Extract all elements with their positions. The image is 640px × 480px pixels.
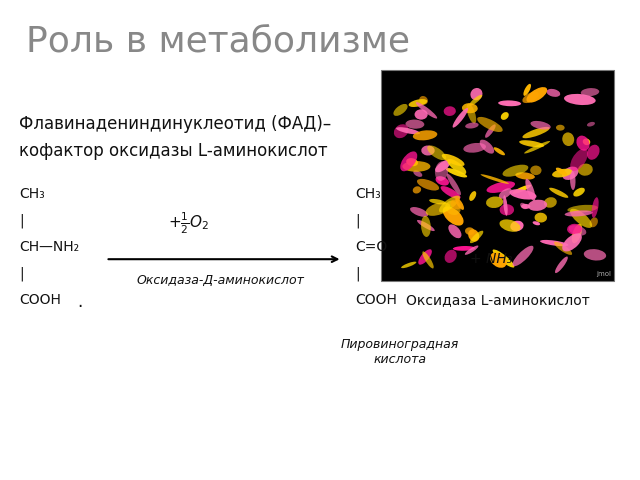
Ellipse shape <box>555 256 568 273</box>
Ellipse shape <box>481 174 509 184</box>
Ellipse shape <box>415 109 428 120</box>
Ellipse shape <box>477 117 502 132</box>
Ellipse shape <box>519 140 544 147</box>
Ellipse shape <box>469 95 483 106</box>
Ellipse shape <box>562 167 579 180</box>
Text: |: | <box>355 266 360 281</box>
Ellipse shape <box>568 205 598 213</box>
Ellipse shape <box>468 229 479 241</box>
Ellipse shape <box>552 169 572 178</box>
Ellipse shape <box>556 168 567 176</box>
Ellipse shape <box>563 132 574 146</box>
Ellipse shape <box>445 201 461 215</box>
Ellipse shape <box>528 200 547 211</box>
Ellipse shape <box>556 125 564 131</box>
Ellipse shape <box>512 185 531 194</box>
Ellipse shape <box>442 154 465 166</box>
Ellipse shape <box>449 225 461 238</box>
Ellipse shape <box>503 195 508 216</box>
Ellipse shape <box>445 250 457 263</box>
Ellipse shape <box>416 102 437 119</box>
Ellipse shape <box>499 188 512 199</box>
Ellipse shape <box>562 233 582 252</box>
Ellipse shape <box>502 165 529 177</box>
Ellipse shape <box>470 231 483 243</box>
Ellipse shape <box>486 196 503 208</box>
Ellipse shape <box>419 96 428 105</box>
Ellipse shape <box>443 206 463 226</box>
Ellipse shape <box>421 216 431 237</box>
Ellipse shape <box>587 144 600 160</box>
Ellipse shape <box>531 121 551 130</box>
Ellipse shape <box>410 207 428 217</box>
Ellipse shape <box>453 246 475 251</box>
Ellipse shape <box>554 241 572 255</box>
Ellipse shape <box>584 249 606 261</box>
Ellipse shape <box>439 196 460 213</box>
Ellipse shape <box>498 100 521 106</box>
Ellipse shape <box>465 228 474 235</box>
Ellipse shape <box>525 179 536 201</box>
Ellipse shape <box>469 191 476 201</box>
Ellipse shape <box>470 88 483 100</box>
Ellipse shape <box>462 103 477 113</box>
Ellipse shape <box>577 135 589 151</box>
Ellipse shape <box>530 166 541 175</box>
Ellipse shape <box>413 186 421 193</box>
Text: Флавинадениндинуклеотид (ФАД)–
кофактор оксидазы L-аминокислот: Флавинадениндинуклеотид (ФАД)– кофактор … <box>19 115 332 159</box>
Text: Роль в метаболизме: Роль в метаболизме <box>26 24 410 58</box>
Ellipse shape <box>451 200 461 209</box>
Ellipse shape <box>452 108 468 128</box>
Ellipse shape <box>564 210 593 216</box>
Ellipse shape <box>578 164 593 176</box>
Ellipse shape <box>400 151 417 171</box>
Text: .: . <box>77 293 82 312</box>
Ellipse shape <box>455 198 464 210</box>
Ellipse shape <box>428 145 446 160</box>
Ellipse shape <box>591 197 598 218</box>
Ellipse shape <box>573 188 585 197</box>
Ellipse shape <box>564 94 596 105</box>
Text: jmol: jmol <box>596 271 611 277</box>
Ellipse shape <box>446 168 467 178</box>
Ellipse shape <box>589 217 598 227</box>
Ellipse shape <box>480 140 494 154</box>
Ellipse shape <box>440 186 461 199</box>
Text: COOH: COOH <box>19 293 61 307</box>
Ellipse shape <box>547 89 560 97</box>
Ellipse shape <box>500 112 509 120</box>
Ellipse shape <box>413 130 437 140</box>
Ellipse shape <box>490 252 507 268</box>
Ellipse shape <box>435 161 448 181</box>
Ellipse shape <box>467 104 476 123</box>
Text: Оксидаза L-аминокислот: Оксидаза L-аминокислот <box>406 293 589 307</box>
Ellipse shape <box>572 224 582 243</box>
Ellipse shape <box>520 203 527 209</box>
Ellipse shape <box>419 249 432 264</box>
Ellipse shape <box>521 204 531 209</box>
Ellipse shape <box>413 170 422 177</box>
Ellipse shape <box>408 99 428 107</box>
Bar <box>381 70 614 281</box>
Ellipse shape <box>534 213 547 223</box>
Ellipse shape <box>426 203 450 216</box>
Ellipse shape <box>403 161 431 172</box>
Ellipse shape <box>583 139 590 145</box>
Ellipse shape <box>500 204 514 216</box>
Ellipse shape <box>522 92 539 103</box>
Ellipse shape <box>422 252 434 268</box>
Ellipse shape <box>465 122 479 129</box>
Ellipse shape <box>493 147 505 156</box>
Ellipse shape <box>549 188 568 198</box>
Text: CH₃: CH₃ <box>355 187 381 202</box>
Ellipse shape <box>570 171 575 190</box>
Ellipse shape <box>567 224 582 234</box>
Ellipse shape <box>524 141 550 154</box>
Ellipse shape <box>580 88 599 96</box>
Ellipse shape <box>544 197 557 208</box>
Text: $+ \frac{1}{2}O_2$: $+ \frac{1}{2}O_2$ <box>168 210 209 236</box>
Ellipse shape <box>587 122 595 127</box>
Ellipse shape <box>510 221 524 231</box>
Ellipse shape <box>513 246 534 266</box>
